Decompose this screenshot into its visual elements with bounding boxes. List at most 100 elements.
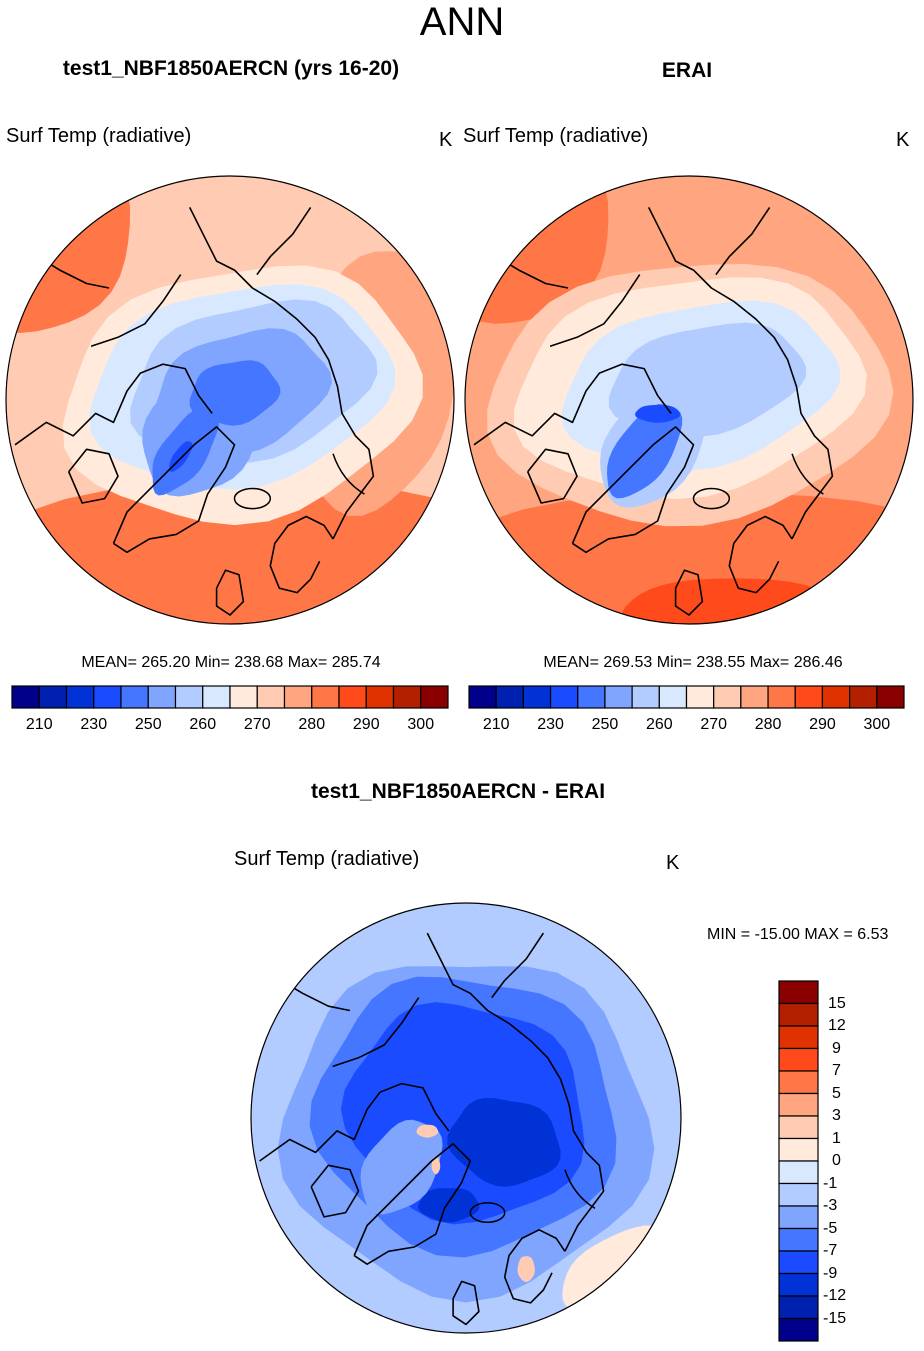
colorbar-box — [778, 1115, 819, 1140]
units-label-obs: K — [896, 129, 910, 151]
coastline — [90, 274, 182, 347]
colorbar-tick-label: -5 — [823, 1219, 838, 1237]
coastline-iceland — [233, 487, 272, 510]
coastline — [473, 363, 672, 446]
colorbar-box — [778, 1295, 819, 1320]
colorbar-box — [778, 1160, 819, 1185]
colorbar-box — [658, 685, 688, 709]
colorbar-tick-label: -3 — [823, 1197, 838, 1214]
colorbar-tick-label: 290 — [352, 716, 380, 733]
colorbar-tick-label: 260 — [645, 716, 673, 733]
units-label-diff: K — [666, 852, 680, 874]
colorbar-tick-label: -12 — [823, 1287, 847, 1304]
colorbar-tick-label: 0 — [832, 1152, 841, 1169]
coastline-novaya-zemlya — [332, 453, 365, 495]
colorbar-tick-label: 9 — [832, 1039, 841, 1057]
polar-map-diff — [250, 902, 682, 1334]
colorbar-box — [685, 685, 715, 709]
coastline — [728, 515, 793, 594]
colorbar-box — [778, 1272, 819, 1297]
colorbar-tick-label: -1 — [823, 1174, 838, 1192]
coastline — [269, 515, 334, 594]
colorbar-box — [778, 1025, 819, 1050]
colorbar-box — [229, 685, 258, 709]
coastlines — [473, 206, 834, 616]
colorbar-tick-label: 250 — [591, 716, 619, 733]
coastline — [14, 363, 213, 446]
colorbar-tick-label: -7 — [823, 1242, 838, 1259]
colorbar-tick-label: 250 — [134, 716, 162, 733]
colorbar-box — [794, 685, 824, 709]
stats-model: MEAN= 265.20 Min= 238.68 Max= 285.74 — [81, 654, 381, 671]
map-fill — [6, 176, 454, 624]
coastline — [112, 426, 236, 554]
coastline — [503, 1229, 566, 1304]
colorbar-tick-label: -9 — [823, 1264, 838, 1282]
colorbar-box — [713, 685, 742, 709]
coastline — [526, 448, 578, 504]
coastline — [549, 274, 641, 347]
variable-label-model: Surf Temp (radiative) — [6, 125, 192, 147]
colorbar-box — [420, 685, 449, 709]
panel-title-model: test1_NBF1850AERCN (yrs 16-20) — [62, 57, 400, 80]
colorbar-tick-label: 270 — [243, 716, 271, 733]
colorbar-box — [38, 685, 68, 709]
colorbar-box — [778, 1182, 819, 1207]
polar-map-obs — [464, 175, 914, 625]
colorbar-box — [577, 685, 606, 709]
coastline — [491, 932, 545, 999]
colorbar-tick-label: 280 — [298, 716, 326, 733]
colorbar-box — [821, 685, 851, 709]
colorbar-box — [778, 1250, 819, 1275]
colorbar-model — [11, 685, 449, 709]
colorbar-box — [778, 1092, 819, 1117]
contour-region — [360, 1119, 443, 1215]
colorbar-box — [93, 685, 122, 709]
coastline — [647, 207, 834, 540]
coastline-novaya-zemlya — [791, 453, 824, 495]
colorbar-box — [174, 685, 204, 709]
coastline — [215, 569, 245, 616]
contour-region — [447, 1097, 561, 1187]
coastline — [332, 997, 420, 1068]
contour-region — [189, 360, 281, 426]
colorbar-tick-label: 210 — [25, 716, 53, 733]
polar-map-model — [5, 175, 455, 625]
colorbar-box — [365, 685, 395, 709]
colorbar-box — [778, 1137, 819, 1162]
colorbar-tick-label: 12 — [828, 1017, 846, 1034]
coastline — [715, 206, 771, 276]
main-title: ANN — [419, 0, 505, 44]
colorbar-box — [120, 685, 149, 709]
variable-label-obs: Surf Temp (radiative) — [463, 125, 649, 147]
colorbar-tick-label: 280 — [754, 716, 782, 733]
colorbar-box — [876, 685, 905, 709]
colorbar-tick-label: -15 — [823, 1309, 847, 1327]
map-fill — [465, 176, 913, 624]
map-fill — [251, 903, 681, 1333]
coastline-novaya-zemlya — [564, 1169, 596, 1209]
colorbar-box — [778, 1227, 819, 1252]
colorbar-box — [778, 1317, 819, 1342]
contour-region — [621, 578, 847, 624]
contour-region — [607, 404, 683, 499]
colorbar-box — [202, 685, 231, 709]
panel-title-obs: ERAI — [661, 59, 713, 82]
contour-region — [517, 1256, 535, 1282]
colorbar-box — [311, 685, 340, 709]
colorbar-box — [495, 685, 524, 709]
coastline — [256, 206, 312, 276]
stats-obs: MEAN= 269.53 Min= 238.55 Max= 286.46 — [543, 654, 843, 671]
colorbar-box — [778, 1047, 819, 1072]
colorbar-box — [778, 1002, 819, 1027]
contour-region — [431, 1157, 441, 1175]
colorbar-box — [849, 685, 878, 709]
coastline-iceland — [469, 1202, 506, 1224]
colorbar-box — [631, 685, 660, 709]
coastline — [67, 448, 119, 504]
colorbar-diff — [778, 980, 819, 1342]
map-boundary — [5, 175, 455, 625]
colorbar-box — [778, 980, 819, 1005]
coastlines — [14, 206, 375, 616]
